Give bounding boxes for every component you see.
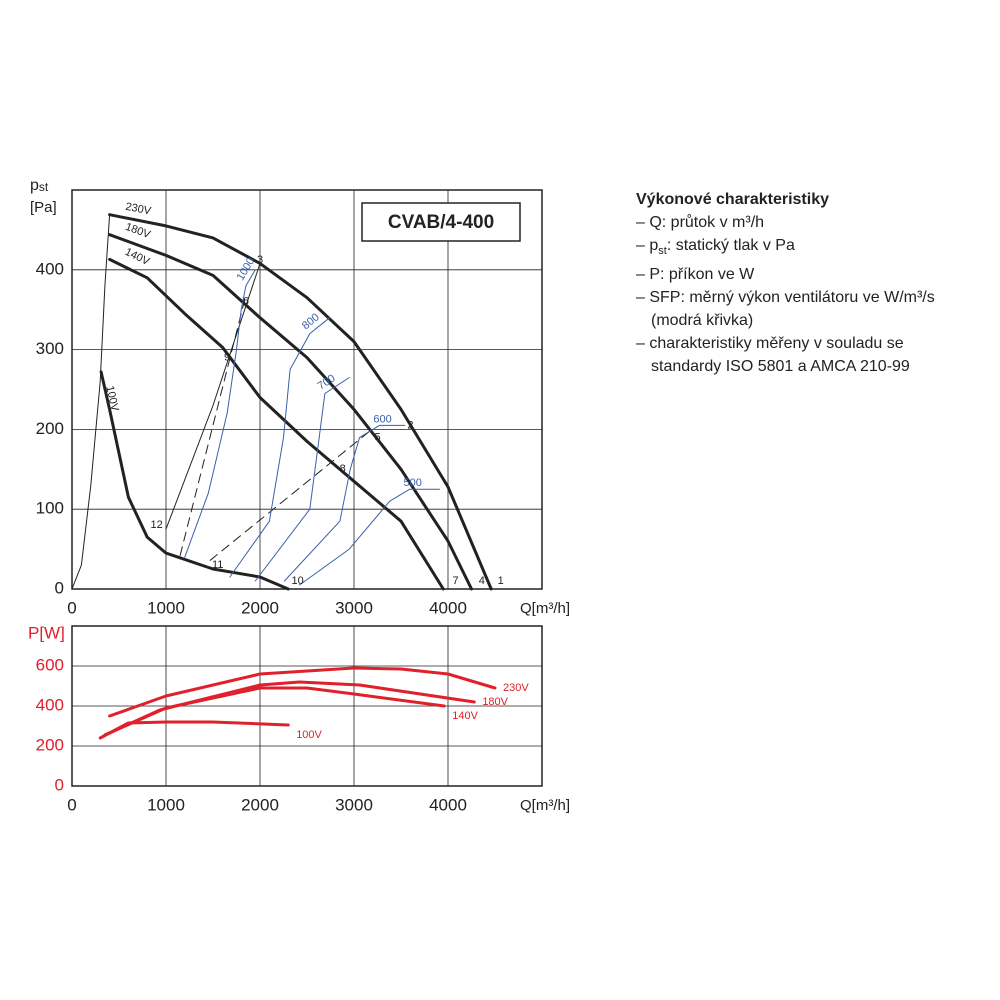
x-tick-label: 2000 <box>241 598 279 617</box>
y-axis-unit: [Pa] <box>30 199 57 216</box>
y-axis-label-sub: st <box>39 180 49 194</box>
x-tick-label: 4000 <box>429 795 467 814</box>
point-label: 8 <box>340 463 346 475</box>
x-tick-label: 4000 <box>429 598 467 617</box>
notes-title: Výkonové charakteristiky <box>636 191 829 208</box>
point-label: 9 <box>224 351 230 363</box>
series-line <box>108 233 473 591</box>
series-line <box>299 488 440 586</box>
x-tick-label: 1000 <box>147 598 185 617</box>
y-tick-label: 100 <box>36 499 64 518</box>
series-line <box>99 370 290 591</box>
series-line <box>184 269 256 558</box>
series-line <box>254 377 350 582</box>
point-label: 1 <box>498 575 504 587</box>
series-line <box>108 257 445 591</box>
y-tick-label: 400 <box>36 695 64 714</box>
y-tick-label: 300 <box>36 339 64 358</box>
x-axis-label: Q[m³/h] <box>520 797 570 814</box>
note-text: : statický tlak v Pa <box>666 237 795 254</box>
series-line <box>165 262 261 530</box>
point-label: 5 <box>374 431 380 443</box>
x-axis-label: Q[m³/h] <box>520 600 570 617</box>
series-line <box>229 317 331 578</box>
note-item: – P: příkon ve W <box>636 263 966 286</box>
y-tick-label: 0 <box>55 775 64 794</box>
point-label: 11 <box>212 559 223 571</box>
point-label: 6 <box>243 296 249 308</box>
chart-title: CVAB/4-400 <box>388 212 494 233</box>
series-label: 230V <box>124 201 152 218</box>
note-text: – Q: průtok v m³/h <box>636 214 765 231</box>
series-line <box>209 428 373 561</box>
note-text: – SFP: měrný výkon ventilátoru ve W/m³/s… <box>636 289 935 330</box>
y-axis-label: P[W] <box>28 623 65 642</box>
series-line <box>103 680 476 737</box>
note-item: – SFP: měrný výkon ventilátoru ve W/m³/s… <box>636 286 966 332</box>
x-tick-label: 0 <box>67 795 76 814</box>
x-tick-label: 3000 <box>335 598 373 617</box>
series-label: 1000 <box>235 256 258 283</box>
point-label: 2 <box>407 419 413 431</box>
y-tick-label: 600 <box>36 655 64 674</box>
series-label: 180V <box>124 221 153 241</box>
series-line <box>71 214 111 590</box>
series-label: 500 <box>403 477 421 489</box>
point-label: 3 <box>257 254 263 266</box>
y-axis-label: pst <box>30 177 49 194</box>
point-label: 12 <box>150 519 162 531</box>
note-text: – charakteristiky měřeny v souladu se st… <box>636 335 910 376</box>
series-label: 230V <box>503 682 529 694</box>
point-label: 4 <box>479 575 485 587</box>
note-item: – Q: průtok v m³/h <box>636 211 966 234</box>
title-box <box>361 202 521 242</box>
series-line <box>283 424 406 582</box>
chart: 0 1000 2000 3000 40000100200300400Q[m³/h]pst… <box>28 177 570 814</box>
x-tick-label: 2000 <box>241 795 279 814</box>
series-label: 140V <box>452 710 478 722</box>
y-tick-label: 200 <box>36 735 64 754</box>
series-label: 600 <box>373 413 391 425</box>
notes: Výkonové charakteristiky – Q: průtok v m… <box>636 188 966 378</box>
series-label: 180V <box>482 696 508 708</box>
y-tick-label: 0 <box>55 578 64 597</box>
x-tick-label: 3000 <box>335 795 373 814</box>
series-label: 800 <box>300 311 322 332</box>
note-text: – P: příkon ve W <box>636 266 755 284</box>
series-line <box>103 686 446 737</box>
series-line <box>98 720 290 740</box>
series-line <box>108 213 493 591</box>
note-pre: – p <box>636 237 659 254</box>
series-line <box>108 666 497 718</box>
y-tick-label: 200 <box>36 419 64 438</box>
note-sub: st <box>658 245 667 258</box>
note-item: – pst: statický tlak v Pa <box>636 234 966 263</box>
x-tick-label: 0 <box>67 598 76 617</box>
point-label: 7 <box>452 575 458 587</box>
series-label: 100V <box>296 729 322 741</box>
series-label: 100V <box>103 385 121 413</box>
x-tick-label: 1000 <box>147 795 185 814</box>
note-item: – charakteristiky měřeny v souladu se st… <box>636 332 966 378</box>
y-axis-label-main: p <box>30 177 39 194</box>
point-label: 10 <box>291 575 303 587</box>
y-tick-label: 400 <box>36 259 64 278</box>
